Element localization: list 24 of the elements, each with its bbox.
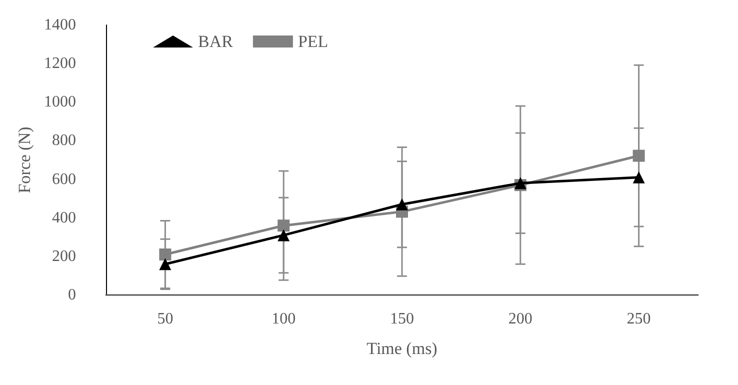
y-tick-label: 800 bbox=[52, 132, 76, 150]
y-axis-title: Force (N) bbox=[15, 126, 34, 194]
y-tick-label: 600 bbox=[52, 170, 76, 188]
point bbox=[159, 248, 172, 260]
x-tick-label: 150 bbox=[390, 310, 414, 328]
y-tick-label: 200 bbox=[52, 248, 76, 265]
point bbox=[632, 150, 645, 162]
legend-label: PEL bbox=[298, 32, 328, 51]
y-tick-label: 0 bbox=[68, 286, 76, 304]
y-tick-label: 1000 bbox=[44, 94, 76, 111]
y-tick-label: 1200 bbox=[44, 55, 76, 72]
point bbox=[159, 258, 172, 270]
x-tick-label: 250 bbox=[626, 310, 651, 328]
legend-label: BAR bbox=[198, 32, 234, 51]
point bbox=[278, 220, 290, 232]
point bbox=[632, 171, 645, 184]
x-tick-label: 200 bbox=[508, 310, 532, 328]
x-tick-label: 50 bbox=[157, 310, 174, 328]
point bbox=[278, 229, 290, 242]
point bbox=[396, 198, 408, 210]
x-axis-title: Time (ms) bbox=[366, 339, 438, 358]
y-tick-label: 1400 bbox=[44, 16, 76, 34]
x-tick-label: 100 bbox=[272, 310, 296, 328]
y-tick-label: 400 bbox=[52, 209, 76, 226]
